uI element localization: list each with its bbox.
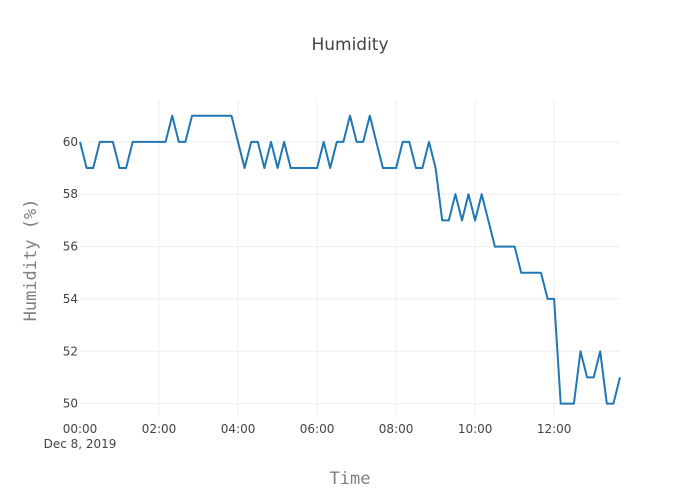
x-date-label: Dec 8, 2019 (44, 437, 117, 451)
y-tick-label: 58 (63, 187, 78, 201)
x-tick-label: 02:00 (142, 422, 177, 436)
series (79, 114, 621, 405)
y-tick-label: 60 (63, 135, 78, 149)
y-axis-title: Humidity (%) (21, 199, 41, 322)
x-axis-ticks: 00:00 02:00 04:00 06:00 08:00 10:00 12:00 (63, 422, 572, 436)
y-tick-label: 54 (63, 292, 78, 306)
x-tick-label: 10:00 (458, 422, 493, 436)
grid (80, 100, 620, 418)
x-tick-label: 08:00 (379, 422, 414, 436)
x-axis-title: Time (330, 469, 371, 489)
x-tick-label: 06:00 (300, 422, 335, 436)
humidity-line (79, 114, 621, 405)
y-tick-label: 56 (63, 240, 78, 254)
chart-title: Humidity (311, 35, 388, 55)
x-tick-label: 04:00 (221, 422, 256, 436)
x-tick-label: 12:00 (537, 422, 572, 436)
x-tick-label: 00:00 (63, 422, 98, 436)
y-tick-label: 50 (63, 397, 78, 411)
y-tick-label: 52 (63, 344, 78, 358)
y-axis-ticks: 50 52 54 56 58 60 (63, 135, 78, 411)
